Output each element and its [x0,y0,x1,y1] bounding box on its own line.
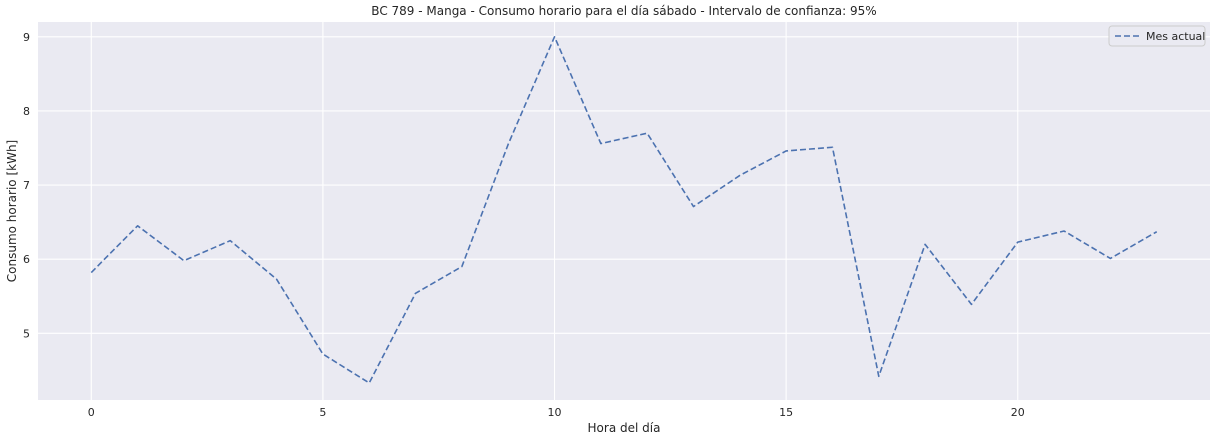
x-axis-label: Hora del día [588,421,661,435]
legend: Mes actual [1108,25,1206,47]
x-tick-label: 15 [779,406,793,419]
x-tick-label: 20 [1011,406,1025,419]
series-layer [90,36,1158,384]
x-tick-label: 0 [88,406,95,419]
chart-title: BC 789 - Manga - Consumo horario para el… [371,4,876,18]
y-tick-label: 9 [23,31,30,44]
legend-box [1108,25,1206,47]
legend-label: Mes actual [1146,30,1205,43]
y-tick-label: 6 [23,253,30,266]
y-tick-label: 5 [23,327,30,340]
series-line [90,36,1158,384]
y-tick-label: 8 [23,105,30,118]
y-tick-label: 7 [23,179,30,192]
x-tick-label: 10 [548,406,562,419]
y-axis-label: Consumo horario [kWh] [5,140,19,282]
grid-lines [38,22,1210,400]
tick-labels: 0 5 10 15 20 5 6 7 8 9 [23,31,1025,419]
plot-area [38,22,1210,400]
x-tick-label: 5 [319,406,326,419]
